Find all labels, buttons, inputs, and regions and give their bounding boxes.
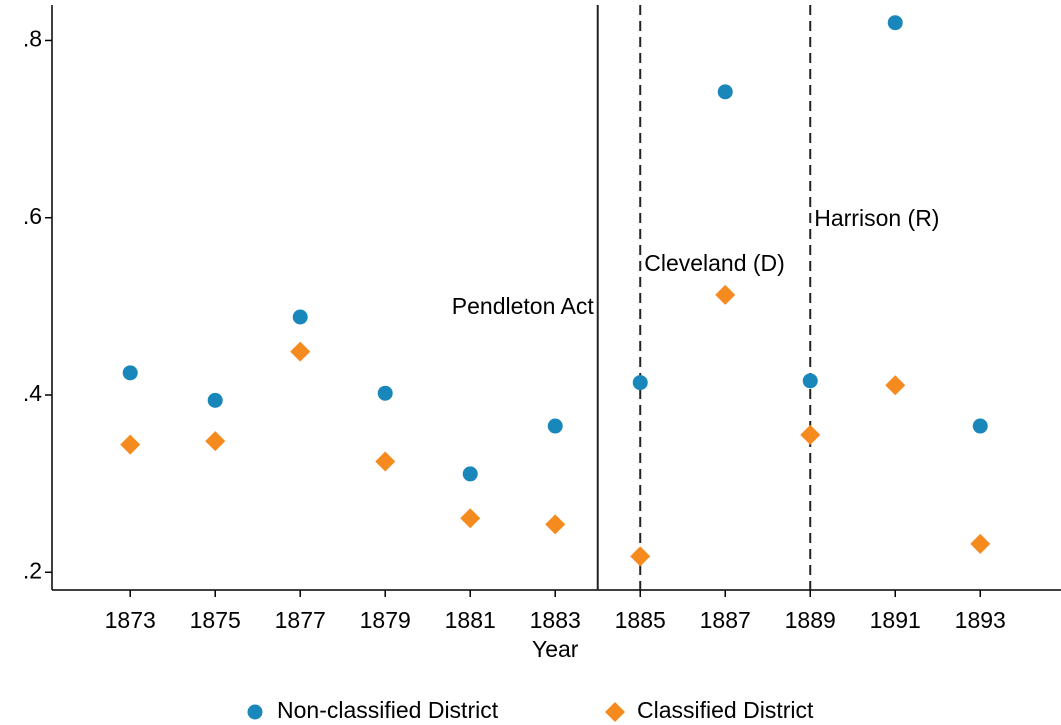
point — [545, 514, 566, 535]
point — [970, 533, 991, 554]
point — [120, 434, 141, 455]
point — [630, 546, 651, 567]
point — [802, 373, 818, 389]
point — [205, 431, 226, 452]
point — [800, 424, 821, 445]
point — [460, 508, 481, 529]
reference-label: Harrison (R) — [814, 205, 939, 231]
y-tick-label: .4 — [23, 380, 42, 406]
x-tick-label: 1889 — [785, 607, 836, 633]
y-tick-label: .2 — [23, 557, 42, 583]
x-tick-label: 1887 — [700, 607, 751, 633]
point — [292, 309, 308, 325]
x-tick-label: 1875 — [190, 607, 241, 633]
legend-label: Non-classified District — [277, 697, 499, 723]
point — [632, 375, 648, 391]
point — [377, 385, 393, 401]
x-tick-label: 1873 — [105, 607, 156, 633]
point — [885, 375, 906, 396]
legend-marker — [605, 702, 625, 722]
reference-label: Pendleton Act — [452, 293, 595, 319]
legend-marker — [247, 704, 263, 720]
x-axis-label: Year — [532, 636, 579, 662]
point — [207, 392, 223, 408]
point — [715, 284, 736, 305]
reference-label: Cleveland (D) — [644, 250, 785, 276]
point — [290, 341, 311, 362]
x-tick-label: 1891 — [870, 607, 921, 633]
point — [972, 418, 988, 434]
point — [547, 418, 563, 434]
x-tick-label: 1893 — [955, 607, 1006, 633]
x-tick-label: 1883 — [530, 607, 581, 633]
x-tick-label: 1877 — [275, 607, 326, 633]
point — [887, 15, 903, 31]
y-tick-label: .6 — [23, 203, 42, 229]
point — [375, 451, 396, 472]
y-tick-label: .8 — [23, 26, 42, 52]
point — [462, 466, 478, 482]
x-tick-label: 1885 — [615, 607, 666, 633]
point — [122, 365, 138, 381]
legend-label: Classified District — [637, 697, 814, 723]
x-tick-label: 1881 — [445, 607, 496, 633]
point — [717, 84, 733, 100]
x-tick-label: 1879 — [360, 607, 411, 633]
